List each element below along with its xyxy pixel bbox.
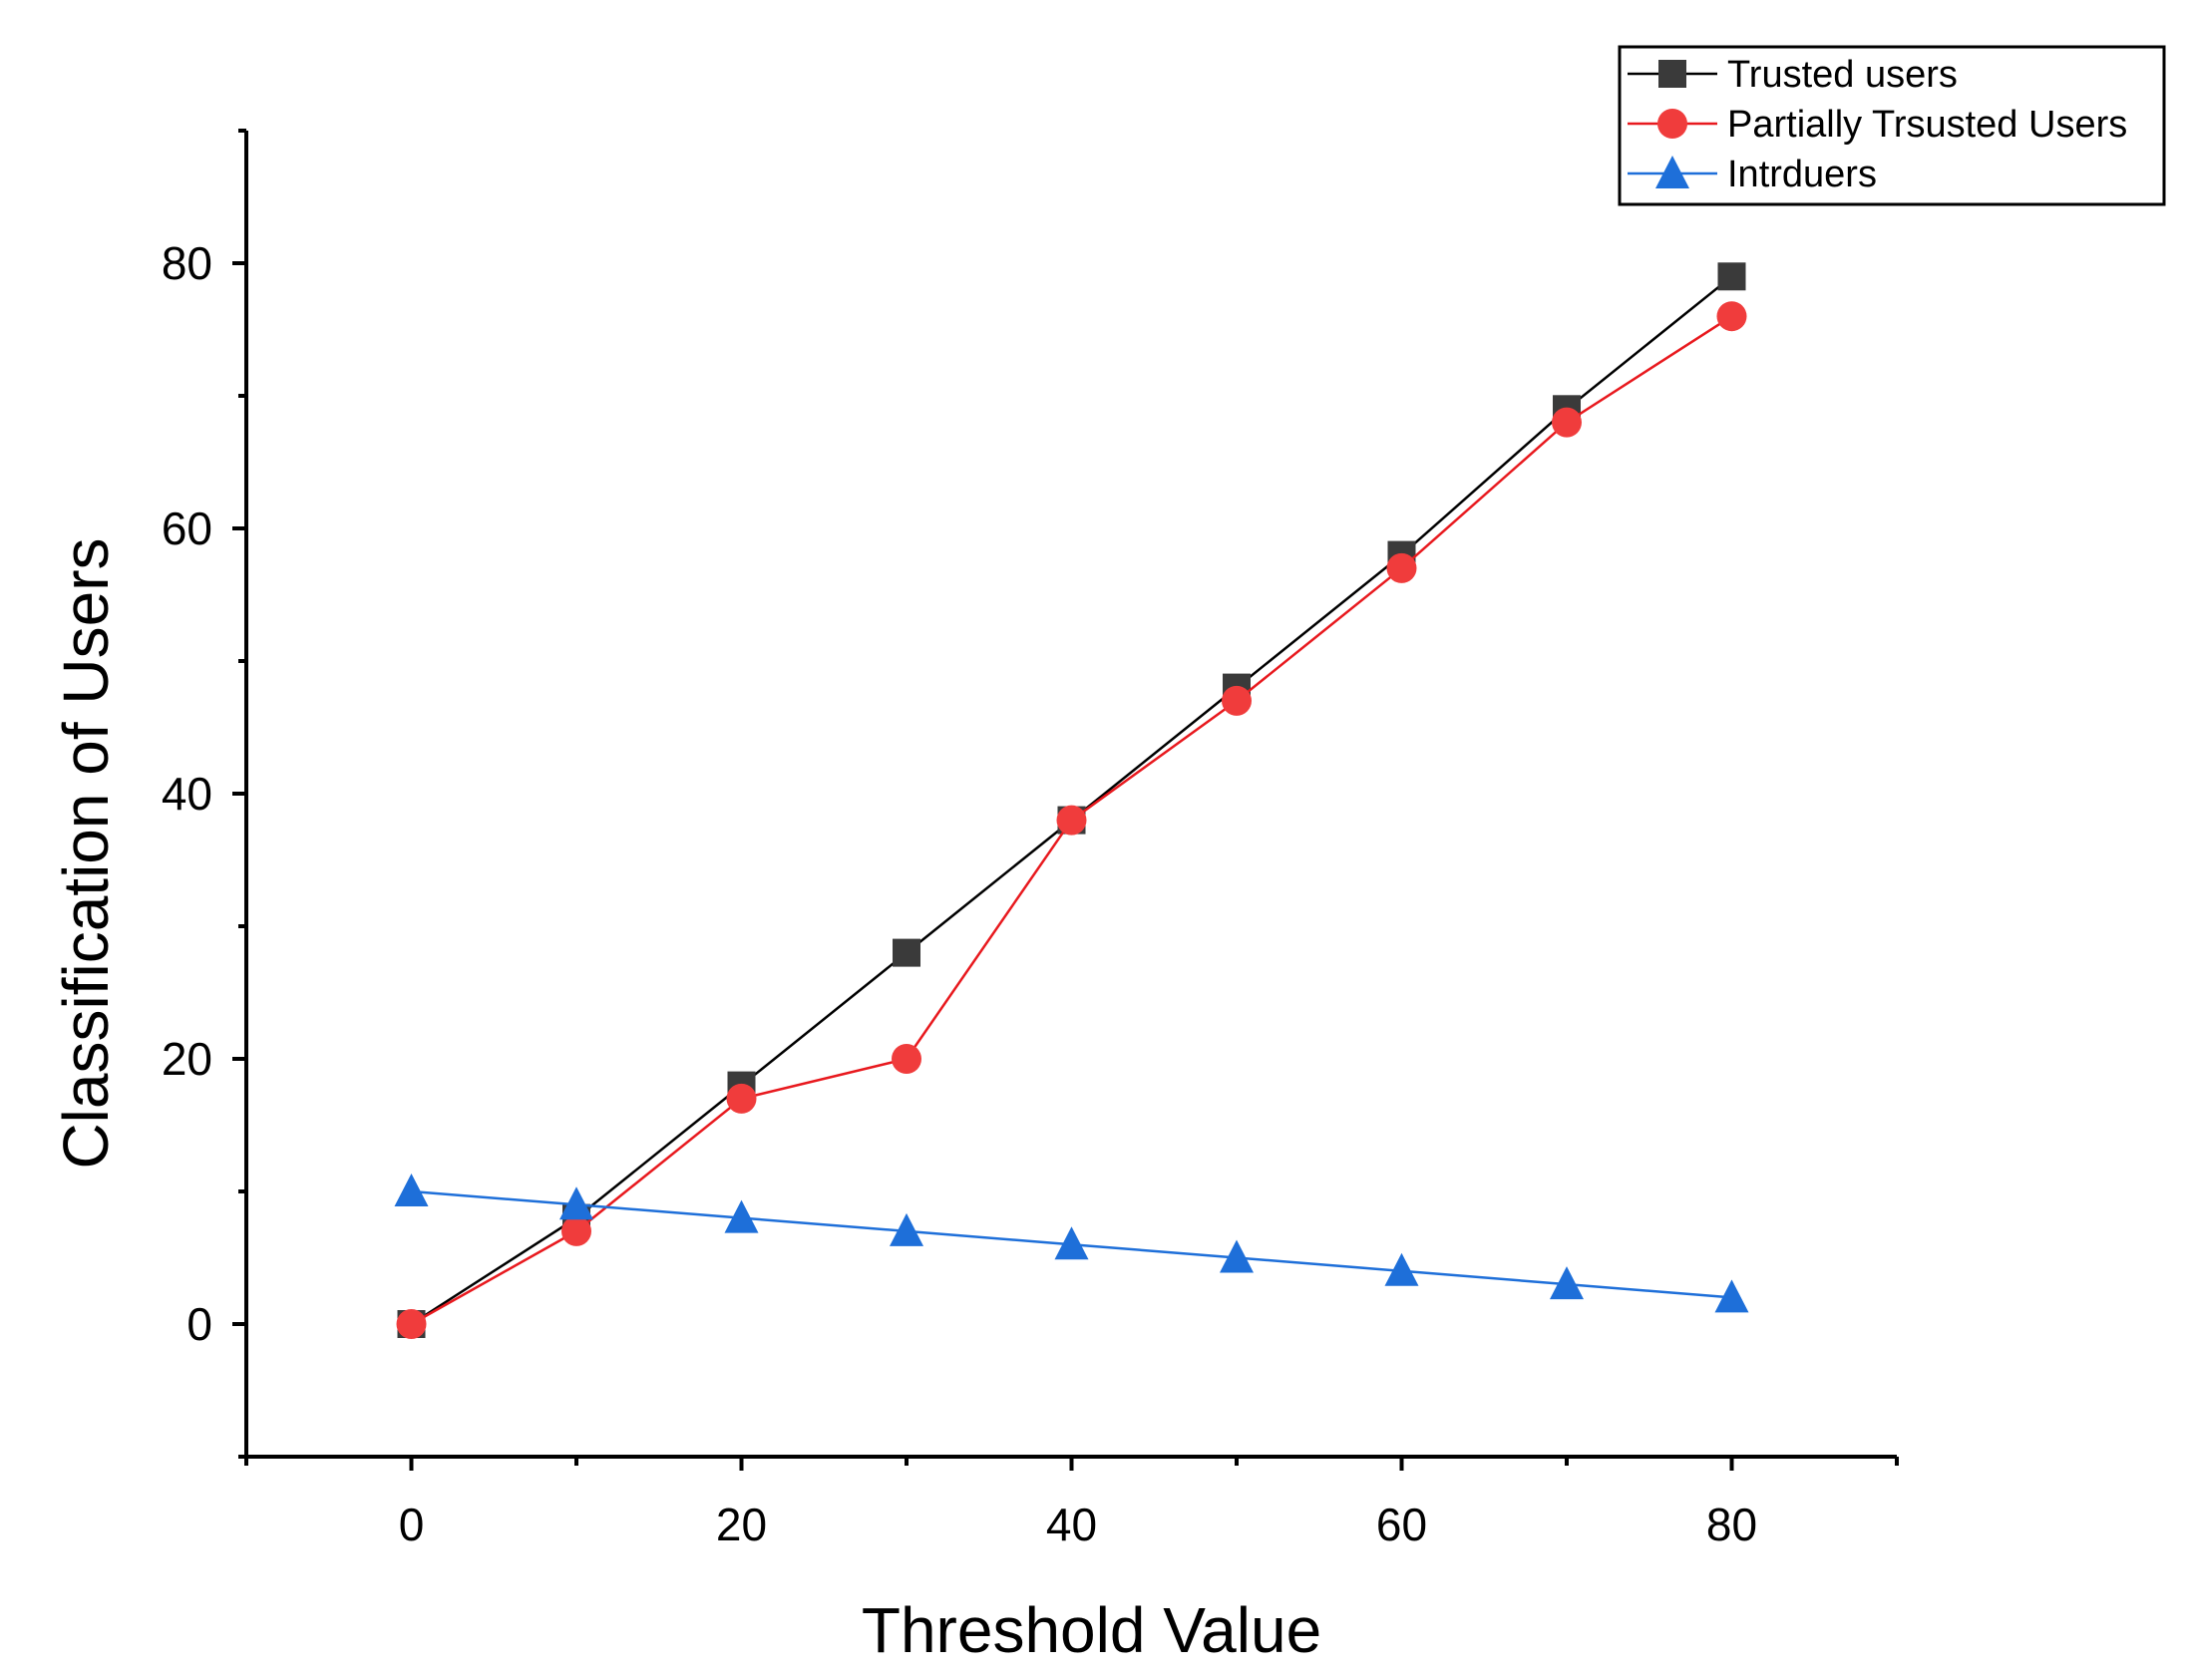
data-point-partially-trsusted-users xyxy=(1716,301,1747,332)
series-line-trusted-users xyxy=(410,275,1733,1326)
data-point-partially-trsusted-users xyxy=(1056,805,1087,836)
legend: Trusted users Partially Trsusted Users Int… xyxy=(1618,45,2166,206)
x-tick-label: 60 xyxy=(1376,1499,1427,1550)
data-point-intrduers xyxy=(559,1186,593,1220)
series-layer xyxy=(394,262,1749,1339)
data-point-partially-trsusted-users xyxy=(1386,552,1417,583)
data-point-intrduers xyxy=(890,1212,923,1246)
data-point-partially-trsusted-users xyxy=(892,1044,921,1074)
x-axis-title: Threshold Value xyxy=(862,1594,1321,1666)
data-point-partially-trsusted-users xyxy=(1222,685,1252,716)
legend-marker xyxy=(1655,156,1689,188)
data-point-partially-trsusted-users xyxy=(396,1309,427,1339)
legend-marker xyxy=(1658,60,1686,88)
y-tick-label: 40 xyxy=(162,768,212,820)
data-point-partially-trsusted-users xyxy=(726,1083,757,1114)
x-tick-label: 80 xyxy=(1706,1499,1757,1550)
data-point-intrduers xyxy=(724,1199,759,1233)
data-point-partially-trsusted-users xyxy=(1552,407,1582,438)
x-tick-label: 0 xyxy=(399,1499,425,1550)
y-axis-title: Classification of Users xyxy=(50,537,122,1169)
data-point-intrduers xyxy=(1550,1266,1584,1300)
data-point-intrduers xyxy=(1714,1279,1749,1313)
data-point-partially-trsusted-users xyxy=(561,1215,591,1246)
data-point-trusted-users xyxy=(1717,262,1746,291)
legend-label: Trusted users xyxy=(1727,54,1958,96)
data-point-trusted-users xyxy=(893,938,920,967)
axes: 0 20 40 60 80 0 20 40 60 80 xyxy=(162,129,1899,1550)
data-point-intrduers xyxy=(1054,1226,1089,1260)
legend-label: Intrduers xyxy=(1727,154,1877,195)
data-point-intrduers xyxy=(1220,1239,1254,1273)
data-point-intrduers xyxy=(394,1174,429,1206)
x-tick-label: 40 xyxy=(1046,1499,1097,1550)
y-tick-label: 60 xyxy=(162,503,212,554)
legend-marker xyxy=(1657,109,1687,139)
x-tick-label: 20 xyxy=(716,1499,767,1550)
y-tick-label: 80 xyxy=(162,237,212,289)
y-tick-label: 0 xyxy=(186,1298,212,1350)
data-point-intrduers xyxy=(1384,1252,1419,1286)
legend-label: Partially Trsusted Users xyxy=(1727,104,2127,146)
y-tick-label: 20 xyxy=(162,1033,212,1085)
